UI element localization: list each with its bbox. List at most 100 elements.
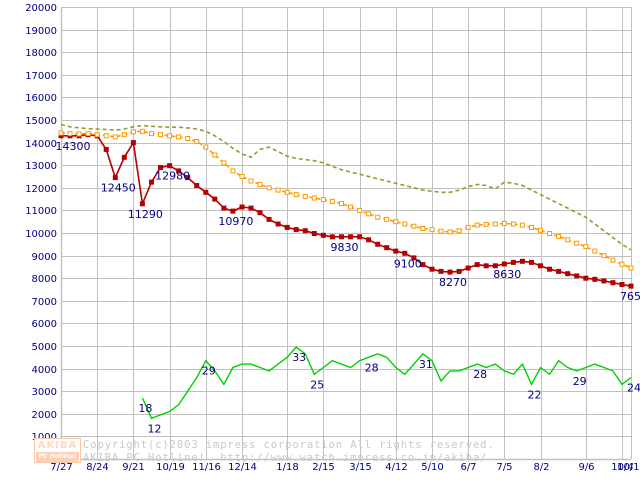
series-marker-price-average bbox=[158, 132, 163, 138]
point-label-shop-count: 12 bbox=[148, 422, 162, 435]
series-marker-price-low bbox=[357, 234, 363, 240]
series-marker-price-average bbox=[447, 229, 453, 235]
series-marker-price-low bbox=[329, 234, 335, 240]
series-marker-price-average bbox=[248, 178, 254, 184]
series-line-price-low bbox=[61, 133, 632, 287]
series-marker-price-low bbox=[302, 228, 308, 234]
series-marker-price-low bbox=[529, 259, 534, 265]
series-marker-price-low bbox=[474, 262, 480, 268]
series-marker-price-low bbox=[411, 255, 417, 261]
y-axis-tick-label: 1000 bbox=[32, 432, 57, 443]
copyright-line: Copyright(c)2003 impress corporation All… bbox=[83, 439, 495, 451]
point-label-price-low: 8630 bbox=[493, 268, 521, 281]
series-marker-price-average bbox=[284, 189, 290, 195]
series-marker-price-average bbox=[429, 227, 435, 233]
y-axis-tick-label: 13000 bbox=[25, 161, 57, 172]
series-marker-price-low bbox=[230, 208, 236, 214]
series-marker-price-average bbox=[176, 134, 182, 140]
series-marker-price-average bbox=[529, 224, 534, 230]
series-marker-price-low bbox=[194, 183, 200, 188]
series-marker-price-low bbox=[366, 237, 372, 243]
series-marker-price-average bbox=[266, 185, 272, 191]
series-marker-price-low bbox=[465, 265, 471, 271]
series-marker-price-low bbox=[266, 216, 272, 222]
point-label-price-low: 12450 bbox=[101, 182, 136, 195]
point-label-shop-count: 29 bbox=[202, 365, 216, 378]
series-marker-price-average bbox=[130, 129, 136, 135]
x-axis-tick-label: 9/21 bbox=[122, 462, 144, 473]
series-marker-price-average bbox=[203, 144, 209, 150]
x-axis-tick-labels: 7/27 8/24 9/21 10/19 11/16 12/14 1/18 2/15 3/15 4… bbox=[50, 462, 640, 473]
x-axis-tick-label: 10/11 bbox=[617, 462, 640, 473]
series-marker-price-low bbox=[592, 276, 598, 282]
series-marker-price-average bbox=[85, 131, 91, 137]
akiba-logo-subtitle: PC Hotline! bbox=[36, 452, 79, 462]
series-marker-price-low bbox=[628, 283, 634, 289]
series-marker-price-low bbox=[275, 221, 281, 227]
series-marker-price-low bbox=[167, 163, 173, 169]
series-marker-price-average bbox=[519, 222, 525, 228]
point-label-shop-count: 22 bbox=[528, 388, 542, 401]
akiba-logo: AKIBA PC Hotline! bbox=[34, 438, 81, 463]
series-marker-price-average bbox=[601, 253, 607, 259]
y-axis-tick-label: 14000 bbox=[25, 139, 57, 150]
akiba-logo-title: AKIBA bbox=[37, 440, 78, 451]
series-marker-price-low bbox=[402, 250, 408, 256]
series-marker-price-average bbox=[67, 131, 73, 137]
series-marker-price-average bbox=[302, 193, 308, 199]
series-marker-price-average bbox=[393, 219, 399, 225]
y-axis-tick-labels: 0100020003000400050006000700080009000100… bbox=[25, 3, 57, 466]
series-marker-price-low bbox=[284, 224, 290, 230]
point-label-price-low: 9100 bbox=[394, 257, 422, 270]
series-marker-price-average bbox=[194, 139, 200, 144]
series-marker-price-average bbox=[311, 195, 317, 201]
series-marker-price-average bbox=[320, 197, 326, 203]
y-axis-tick-label: 15000 bbox=[25, 116, 57, 127]
series-marker-price-low bbox=[203, 189, 209, 195]
series-marker-price-average bbox=[239, 174, 245, 179]
series-marker-price-average bbox=[474, 222, 480, 228]
series-marker-price-low bbox=[121, 154, 127, 160]
y-axis-tick-label: 6000 bbox=[32, 319, 57, 330]
series-marker-price-low bbox=[583, 275, 589, 281]
series-marker-price-average bbox=[139, 128, 145, 134]
series-marker-price-average bbox=[167, 133, 173, 139]
y-axis-tick-label: 5000 bbox=[32, 342, 57, 353]
series-marker-price-low bbox=[556, 268, 562, 274]
series-marker-price-average bbox=[456, 228, 462, 234]
point-label-shop-count: 28 bbox=[365, 361, 379, 374]
series-marker-price-low bbox=[565, 271, 571, 277]
series-marker-price-low bbox=[610, 280, 616, 286]
series-marker-price-low bbox=[420, 262, 426, 268]
series-marker-price-average bbox=[348, 204, 353, 210]
series-marker-price-average bbox=[538, 227, 543, 233]
x-axis-tick-label: 3/15 bbox=[349, 462, 371, 473]
series-marker-price-low bbox=[239, 204, 245, 210]
y-axis-tick-label: 2000 bbox=[32, 410, 57, 421]
series-marker-price-low bbox=[257, 210, 263, 216]
series-marker-price-average bbox=[420, 226, 426, 231]
y-axis-tick-label: 16000 bbox=[25, 93, 57, 104]
series-marker-price-low bbox=[384, 245, 390, 251]
series-marker-price-average bbox=[547, 231, 553, 236]
point-label-shop-count: 24 bbox=[627, 382, 640, 395]
series-marker-price-low bbox=[375, 241, 381, 247]
series-marker-price-low bbox=[510, 259, 516, 265]
y-axis-tick-label: 10000 bbox=[25, 229, 57, 240]
series-marker-price-average bbox=[556, 233, 562, 239]
series-marker-price-average bbox=[149, 131, 154, 137]
series-line-shop-count bbox=[141, 346, 632, 420]
series-marker-price-low bbox=[393, 248, 399, 254]
series-marker-price-average bbox=[411, 223, 417, 229]
y-axis-tick-label: 4000 bbox=[32, 365, 57, 376]
grid-lines bbox=[60, 7, 632, 461]
series-marker-price-low bbox=[456, 268, 462, 274]
point-label-price-low: 10970 bbox=[218, 215, 253, 228]
point-label-shop-count: 29 bbox=[573, 375, 587, 388]
x-axis-tick-label: 9/6 bbox=[578, 462, 594, 473]
y-axis-tick-label: 19000 bbox=[25, 26, 57, 37]
series-marker-price-low bbox=[176, 168, 182, 174]
series-marker-price-average bbox=[58, 130, 64, 136]
